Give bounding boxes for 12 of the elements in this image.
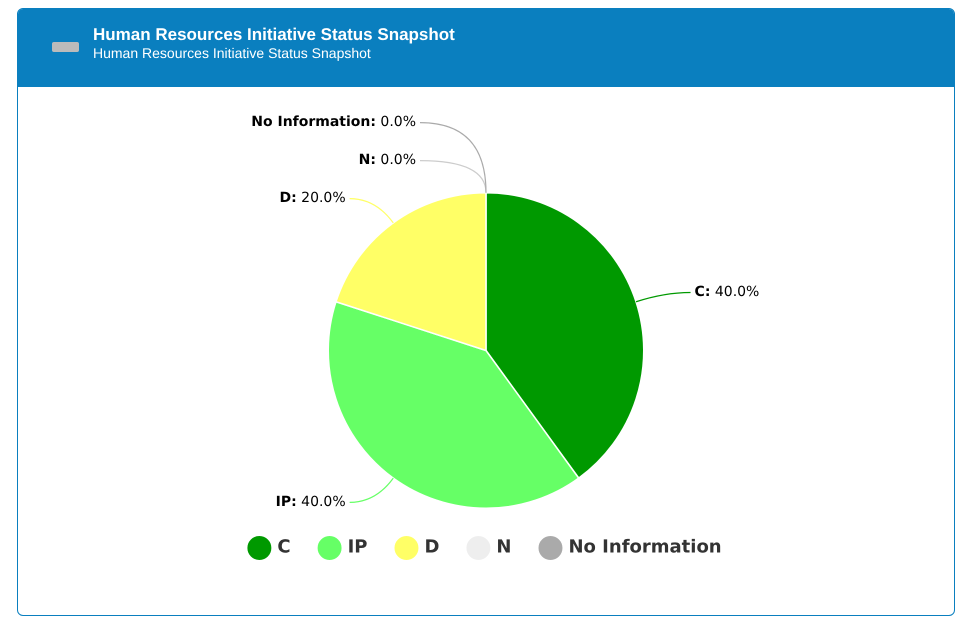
legend-label: C: [277, 536, 291, 558]
data-label: IP: 40.0%: [276, 494, 346, 510]
text: No Information: 0.0%: [251, 114, 416, 130]
text: N: 0.0%: [358, 152, 416, 168]
legend-label: IP: [348, 536, 368, 558]
legend-label: N: [496, 536, 512, 558]
chart-title: Human Resources Initiative Status Snapshot: [93, 25, 455, 45]
data-label: C: 40.0%: [694, 284, 760, 300]
chart-subtitle: Human Resources Initiative Status Snapshot: [93, 45, 372, 61]
data-label: D: 20.0%: [280, 190, 346, 206]
legend-label: D: [424, 536, 440, 558]
legend-label: No Information: [568, 536, 722, 558]
